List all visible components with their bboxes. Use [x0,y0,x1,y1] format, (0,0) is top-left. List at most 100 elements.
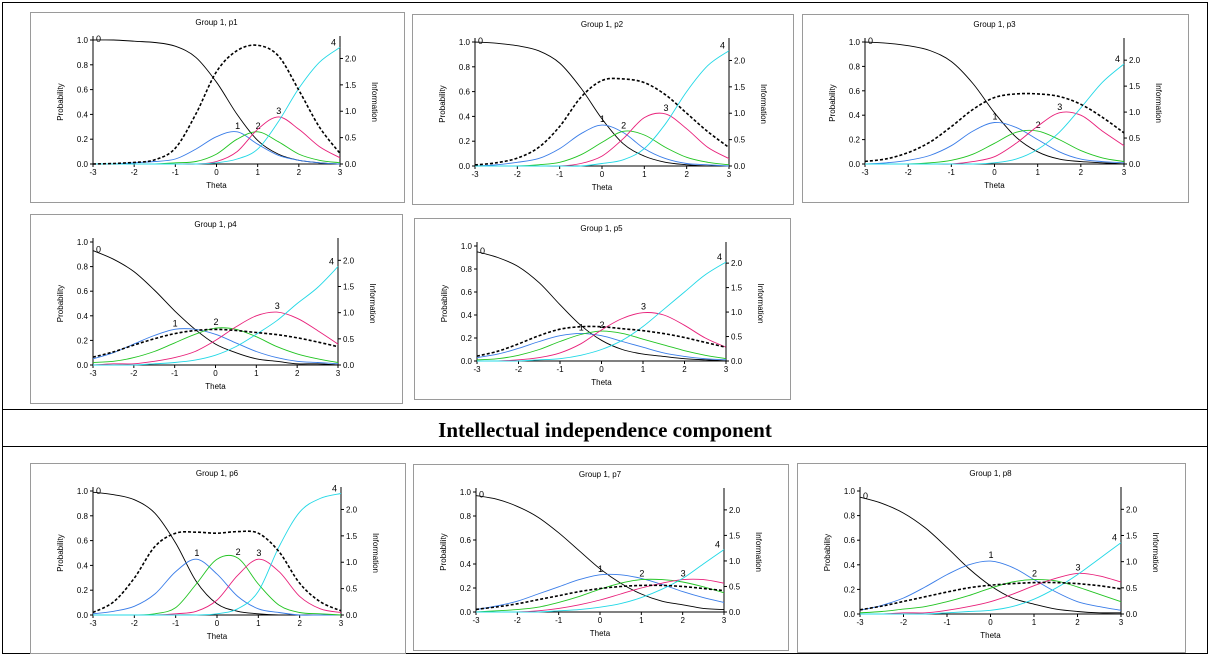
curve-label: 1 [989,550,994,560]
curve-label: 1 [598,564,603,574]
curve-label: 4 [717,252,722,262]
y-tick-label: 0.8 [459,63,471,72]
x-axis-label: Theta [984,181,1005,190]
category-curve-1 [476,332,727,361]
y2-tick-label: 1.0 [734,109,746,118]
chart-title: Group 1, p6 [196,469,239,478]
x-tick-label: -2 [900,618,908,627]
y2-tick-label: 1.0 [1129,108,1141,117]
y-tick-label: 0.8 [844,512,856,521]
x-tick-label: 0 [214,168,219,177]
y2-tick-label: 0.0 [345,160,357,169]
y2-axis-label: Information [371,533,380,573]
x-tick-label: -2 [905,168,913,177]
y-tick-label: 0.2 [77,586,89,595]
y2-tick-label: 2.0 [1129,56,1141,65]
chart-panel-p4: Group 1, p4 -3 -2 -1 0 1 2 3 0.0 0.2 0.4 0.6 0.8 1.0 0… [30,214,403,404]
y2-tick-label: 0.5 [734,136,746,145]
section-heading: Intellectual independence component [438,417,772,442]
curve-label: 3 [681,569,686,579]
x-tick-label: 2 [1079,168,1084,177]
x-tick-label: 1 [639,616,644,625]
y2-tick-label: 1.5 [345,81,357,90]
curve-label: 3 [276,106,281,116]
x-tick-label: 1 [254,369,259,378]
y2-tick-label: 1.0 [729,557,741,566]
chart-svg: Group 1, p1-3 -2 -1 0 1 2 30.00.20.40.60.81.00… [56,18,379,190]
row-divider-bottom [3,446,1207,447]
category-curve-4 [864,63,1125,165]
category-curve-4 [475,50,730,167]
x-tick-label: 3 [336,369,341,378]
x-tick-label: 1 [1035,168,1040,177]
category-curve-0 [474,41,730,167]
chart-panel-p3: Group 1, p3 -3 -2 -1 0 1 2 3 0.0 0.2 0.4 0.6 0.8 1.0 0… [802,14,1189,203]
information-curve [92,328,339,358]
curve-label: 4 [329,257,334,267]
y2-tick-label: 0.0 [346,611,358,620]
y2-tick-label: 0.0 [731,357,743,366]
category-curve-3 [93,116,341,165]
x-axis-label: Theta [206,181,227,190]
category-curve-1 [92,328,339,365]
information-curve [475,584,725,611]
y-tick-label: 0.2 [77,135,89,144]
chart-panel-p5: Group 1, p5 -3 -2 -1 0 1 2 3 0.0 0.2 0.4 0.6 0.8 1.0 0… [414,218,791,400]
y-axis-label: Probability [823,534,832,571]
curve-label: 4 [332,483,337,493]
y-axis-label: Probability [438,85,447,122]
y-tick-label: 0.4 [849,111,861,120]
y2-tick-label: 1.0 [346,558,358,567]
x-tick-label: -3 [473,365,481,374]
y2-tick-label: 0.5 [345,134,357,143]
y-tick-label: 0.2 [844,585,856,594]
curve-label: 1 [600,114,605,124]
y-tick-label: 0.8 [77,263,89,272]
y-tick-label: 0.2 [459,137,471,146]
y-tick-label: 0.2 [77,336,89,345]
y-tick-label: 0.0 [77,361,89,370]
x-tick-label: -1 [172,168,180,177]
y-tick-label: 0.2 [461,334,473,343]
x-axis-label: Theta [980,631,1001,640]
x-tick-label: -2 [130,369,138,378]
curve-label: 0 [863,491,868,501]
y-tick-label: 0.6 [77,537,89,546]
y-tick-label: 0.0 [77,160,89,169]
category-curve-0 [476,251,727,362]
chart-panel-p2: Group 1, p2 -3 -2 -1 0 1 2 3 0.0 0.2 0.4 0.6 0.8 1.0 0… [412,14,794,205]
curve-label: 3 [1076,562,1081,572]
curve-label: 4 [715,540,720,550]
x-tick-label: -2 [514,616,522,625]
curve-label: 0 [478,36,483,46]
chart-title: Group 1, p1 [195,18,238,27]
y-tick-label: 0.4 [77,561,89,570]
curve-label: 3 [1057,102,1062,112]
y2-tick-label: 2.0 [731,259,743,268]
y-tick-label: 0.6 [460,536,472,545]
curve-label: 1 [993,112,998,122]
category-curve-0 [864,41,1125,165]
y-tick-label: 1.0 [849,38,861,47]
x-tick-label: 3 [338,168,343,177]
y-tick-label: 0.4 [461,311,473,320]
curve-label: 0 [868,36,873,46]
x-tick-label: 3 [724,365,729,374]
y2-tick-label: 1.5 [731,284,743,293]
curve-label: 1 [579,322,584,332]
y2-tick-label: 0.5 [343,335,355,344]
y2-tick-label: 0.0 [1126,610,1138,619]
x-tick-label: -3 [471,170,479,179]
x-axis-label: Theta [590,629,611,638]
y2-tick-label: 1.5 [1126,531,1138,540]
chart-panel-p6: Group 1, p6 -3 -2 -1 0 1 2 3 0.0 0.2 0.4 0.6 0.8 1.0 0… [30,463,406,654]
y2-tick-label: 2.0 [345,54,357,63]
x-tick-label: 0 [992,168,997,177]
x-tick-label: -1 [172,619,180,628]
x-tick-label: 0 [598,616,603,625]
information-curve [864,92,1125,163]
category-curve-2 [93,554,342,616]
x-tick-label: 1 [642,170,647,179]
category-curve-4 [92,266,339,366]
category-curve-1 [475,573,725,611]
